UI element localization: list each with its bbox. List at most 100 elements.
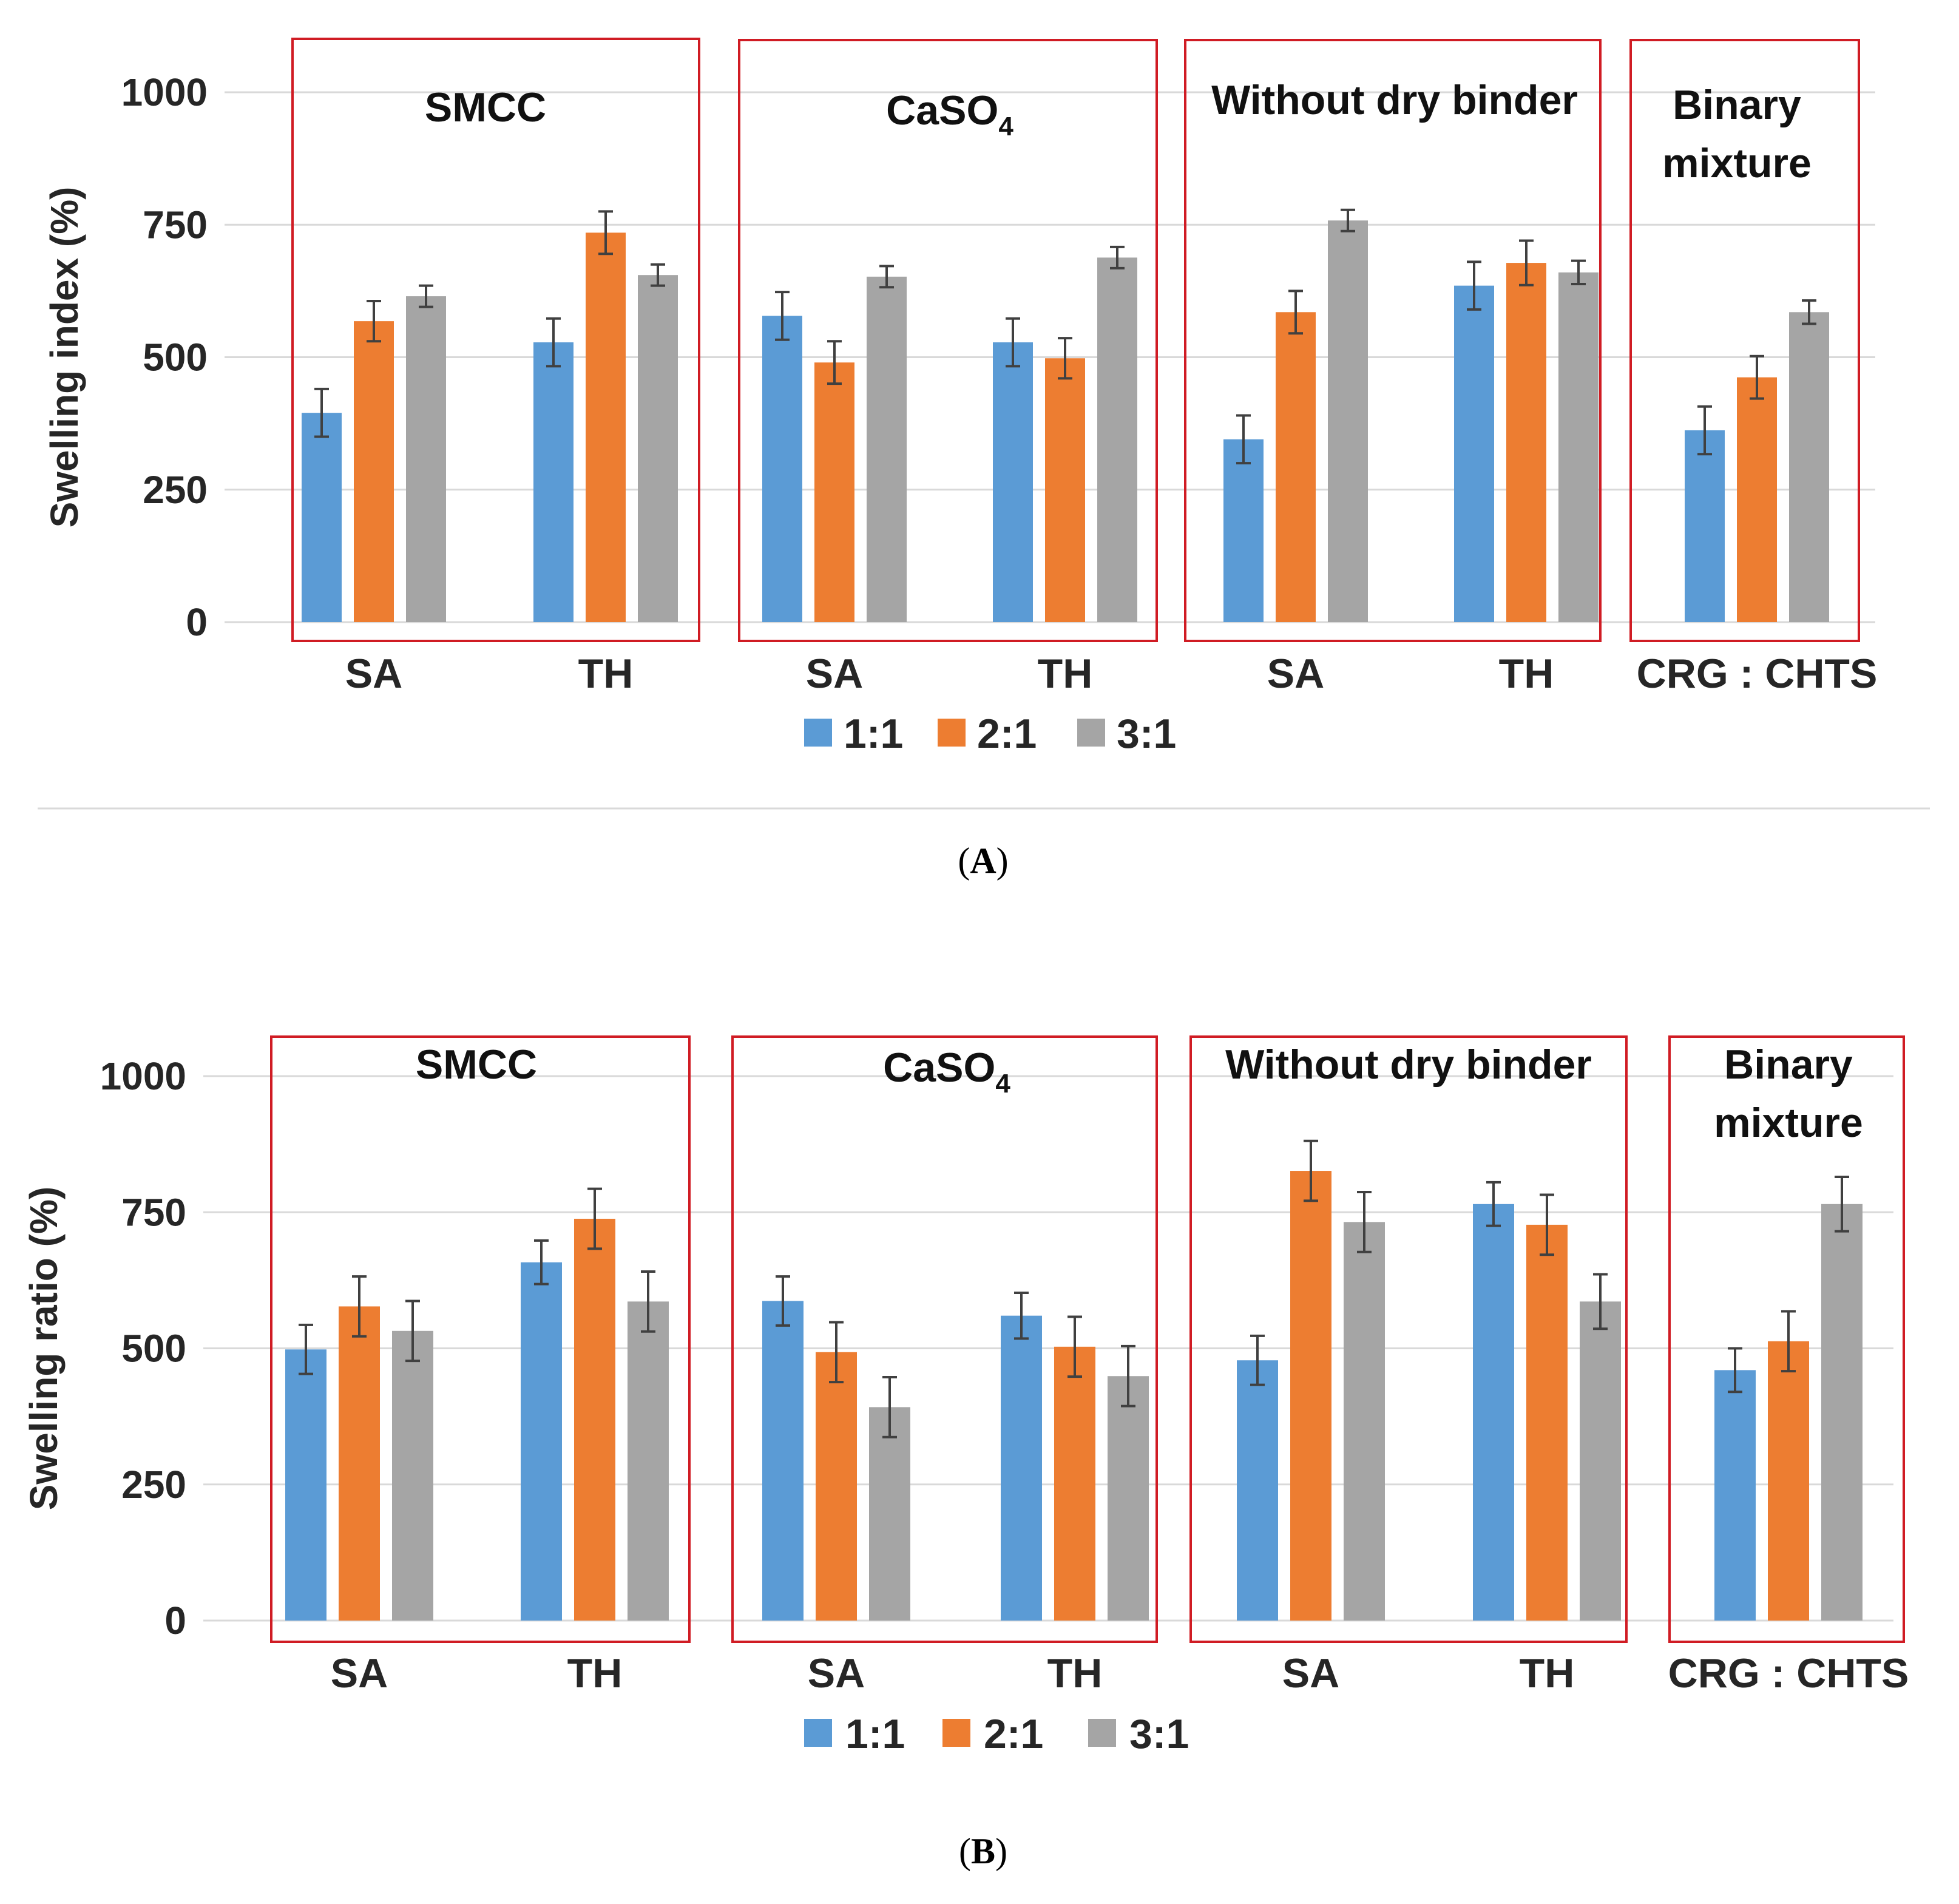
- group-box: [291, 38, 700, 642]
- x-category-label: TH: [578, 651, 634, 697]
- bar-2-1-th: [1054, 1346, 1095, 1621]
- legend-swatch: [804, 1719, 832, 1747]
- chart-swelling-index: 0 250 500 750 1000 Swelling index (%) SA TH SA TH…: [42, 38, 1878, 881]
- group-box: [1184, 39, 1602, 642]
- group-box: [1668, 1035, 1905, 1643]
- group-title-subscript: 4: [995, 1069, 1010, 1099]
- bar-3-1-crgchts: [1821, 1204, 1863, 1621]
- y-tick-label: 0: [164, 1599, 186, 1642]
- bar-1-1-th: [533, 342, 573, 622]
- panel-letter: B: [971, 1831, 995, 1871]
- legend-swatch: [938, 719, 966, 747]
- group-title-subscript: 4: [998, 112, 1013, 141]
- group-title: mixture: [1714, 1100, 1863, 1146]
- legend-label: 3:1: [1129, 1711, 1189, 1757]
- bar-3-1-th: [1108, 1376, 1149, 1621]
- x-category-label: TH: [567, 1650, 623, 1696]
- bar-3-1-th: [1558, 272, 1599, 622]
- group-title: Binary: [1673, 82, 1801, 128]
- legend-label: 2:1: [984, 1711, 1043, 1757]
- group-box: [731, 1035, 1158, 1643]
- bar-1-1-sa: [1223, 439, 1264, 622]
- group-box: [1189, 1035, 1628, 1643]
- bar-2-1-sa: [339, 1306, 380, 1621]
- bar-3-1-sa: [1328, 220, 1368, 622]
- legend-label: 1:1: [845, 1711, 905, 1757]
- panel-label: (B): [959, 1831, 1007, 1871]
- legend-label: 2:1: [977, 711, 1037, 757]
- legend-label: 1:1: [844, 711, 903, 757]
- panel-label: (A): [958, 841, 1008, 881]
- y-tick-label: 1000: [121, 70, 208, 114]
- bar-3-1-th: [628, 1301, 669, 1621]
- bar-3-1-sa: [869, 1407, 910, 1621]
- bar-3-1-sa: [1344, 1222, 1385, 1621]
- bar-1-1-sa: [1237, 1360, 1278, 1621]
- bar-1-1-crgchts: [1685, 430, 1725, 622]
- chart-swelling-ratio: 0 250 500 750 1000 Swelling ratio (%) SA TH SA TH…: [22, 1035, 1909, 1871]
- bar-1-1-th: [1454, 285, 1494, 622]
- bar-2-1-th: [1526, 1224, 1568, 1621]
- bar-1-1-sa: [285, 1349, 326, 1621]
- bar-2-1-sa: [1290, 1171, 1331, 1621]
- bar-1-1-th: [1473, 1204, 1514, 1621]
- bar-2-1-th: [1506, 263, 1546, 623]
- y-tick-label: 750: [121, 1190, 186, 1234]
- legend-swatch: [1077, 719, 1105, 747]
- y-tick-label: 750: [143, 203, 208, 246]
- group-box: [1629, 39, 1860, 642]
- x-category-label: TH: [1047, 1650, 1103, 1696]
- bar-1-1-th: [521, 1262, 562, 1621]
- group-title: SMCC: [416, 1042, 537, 1088]
- legend-swatch: [1088, 1719, 1116, 1747]
- bar-3-1-th: [1580, 1301, 1621, 1621]
- y-axis-title: Swelling ratio (%): [22, 1187, 66, 1510]
- bar-1-1-th: [993, 342, 1033, 622]
- x-category-label: SA: [331, 1650, 388, 1696]
- bar-3-1-sa: [392, 1330, 433, 1621]
- bar-3-1-sa: [867, 276, 907, 623]
- x-category-label: SA: [345, 651, 402, 697]
- bar-1-1-sa: [762, 316, 802, 622]
- group-title: CaSO4: [886, 87, 1013, 141]
- bar-2-1-sa: [816, 1352, 857, 1621]
- bar-2-1-crgchts: [1737, 377, 1777, 622]
- x-category-label: TH: [1499, 651, 1554, 697]
- x-category-label: SA: [1282, 1650, 1339, 1696]
- x-category-label: TH: [1520, 1650, 1575, 1696]
- group-title: CaSO4: [883, 1045, 1010, 1099]
- x-category-label: CRG : CHTS: [1668, 1650, 1909, 1696]
- x-category-label: SA: [1267, 651, 1324, 697]
- group-box: [270, 1035, 691, 1643]
- bar-3-1-crgchts: [1789, 312, 1829, 622]
- group-title: Binary: [1724, 1042, 1853, 1088]
- bar-2-1-crgchts: [1768, 1341, 1809, 1621]
- group-title: mixture: [1662, 140, 1812, 186]
- y-tick-label: 0: [186, 600, 208, 644]
- y-axis-title: Swelling index (%): [42, 187, 86, 528]
- bar-3-1-sa: [406, 296, 446, 623]
- bar-2-1-th: [586, 232, 626, 623]
- x-category-label: SA: [806, 651, 863, 697]
- bar-1-1-crgchts: [1714, 1370, 1756, 1621]
- bar-1-1-th: [1001, 1315, 1042, 1621]
- x-category-label: SA: [808, 1650, 865, 1696]
- group-title: Without dry binder: [1225, 1042, 1592, 1088]
- panel-letter: A: [970, 841, 996, 881]
- bar-3-1-th: [1097, 257, 1137, 623]
- bar-3-1-th: [638, 275, 678, 622]
- group-box: [738, 39, 1158, 642]
- legend-swatch: [942, 1719, 970, 1747]
- bar-1-1-sa: [302, 413, 342, 622]
- bar-2-1-th: [1045, 358, 1085, 622]
- y-tick-label: 500: [121, 1327, 186, 1370]
- x-category-label: CRG : CHTS: [1637, 651, 1878, 697]
- y-tick-label: 1000: [100, 1054, 186, 1098]
- bar-2-1-sa: [354, 321, 394, 622]
- legend-label: 3:1: [1117, 711, 1176, 757]
- y-tick-label: 250: [121, 1463, 186, 1506]
- group-title: Without dry binder: [1211, 77, 1578, 123]
- x-category-label: TH: [1038, 651, 1093, 697]
- y-tick-label: 500: [143, 336, 208, 379]
